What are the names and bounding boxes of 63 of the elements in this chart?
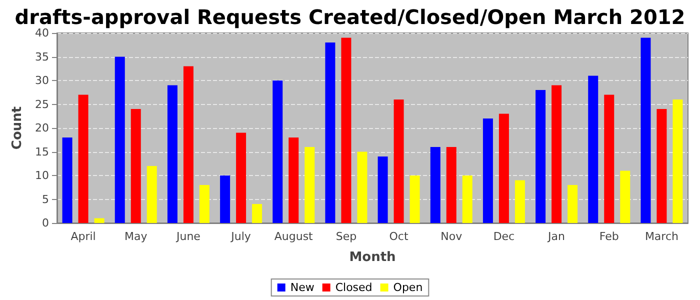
bar — [199, 185, 210, 223]
x-tick-label: May — [124, 230, 148, 243]
bar — [220, 176, 230, 223]
bar — [130, 109, 141, 223]
bar — [183, 66, 194, 223]
bar — [568, 185, 578, 223]
chart-title: drafts-approval Requests Created/Closed/Open March 2012 — [14, 5, 686, 29]
bar — [410, 176, 420, 223]
x-tick-label: August — [274, 230, 314, 243]
bar — [446, 147, 456, 223]
bar — [325, 42, 336, 223]
legend-label: Closed — [335, 281, 372, 294]
bar — [514, 180, 525, 223]
bar — [62, 138, 72, 223]
bar — [341, 38, 352, 223]
legend-label: Open — [393, 281, 423, 294]
y-axis-title: Count — [10, 106, 26, 150]
x-tick-label: Oct — [389, 230, 409, 243]
y-tick-label: 15 — [35, 145, 49, 158]
bar — [167, 85, 178, 223]
bar — [357, 152, 368, 223]
y-tick-label: 25 — [35, 98, 49, 111]
x-tick-label: Dec — [493, 230, 515, 243]
bar — [146, 166, 157, 223]
y-tick-label: 40 — [35, 26, 49, 40]
x-tick-label: July — [230, 230, 252, 243]
y-tick-label: 20 — [35, 122, 49, 134]
bar — [78, 94, 88, 223]
bar — [114, 56, 125, 223]
y-tick-label: 35 — [35, 50, 49, 64]
bar — [482, 118, 493, 223]
bar — [620, 170, 630, 223]
x-axis-title: Month — [349, 250, 396, 265]
bar — [604, 94, 614, 223]
bar — [378, 156, 388, 223]
bar — [462, 176, 472, 223]
x-tick-label: Jan — [547, 230, 566, 243]
bar — [552, 85, 562, 223]
legend-label: New — [290, 281, 314, 294]
bar — [498, 114, 509, 223]
bar — [640, 38, 651, 223]
x-tick-label: Nov — [440, 230, 463, 243]
bar — [236, 132, 246, 223]
x-tick-label: April — [70, 230, 96, 243]
bar — [672, 100, 683, 223]
bar — [656, 109, 667, 223]
y-tick-label: 5 — [42, 192, 49, 206]
bar — [94, 218, 104, 223]
bar — [394, 100, 404, 223]
bar — [536, 90, 546, 223]
bar — [430, 147, 440, 223]
x-tick-label: Sep — [336, 230, 357, 243]
bar — [252, 204, 262, 223]
bar — [288, 138, 299, 223]
y-tick-label: 10 — [35, 169, 49, 182]
x-tick-label: June — [175, 230, 201, 243]
y-tick-label: 30 — [35, 74, 49, 87]
bar — [588, 76, 598, 223]
x-tick-label: March — [644, 230, 678, 243]
bar — [304, 147, 315, 223]
bar — [272, 80, 283, 223]
x-tick-label: Feb — [599, 230, 619, 243]
y-tick-label: 0 — [42, 216, 49, 230]
